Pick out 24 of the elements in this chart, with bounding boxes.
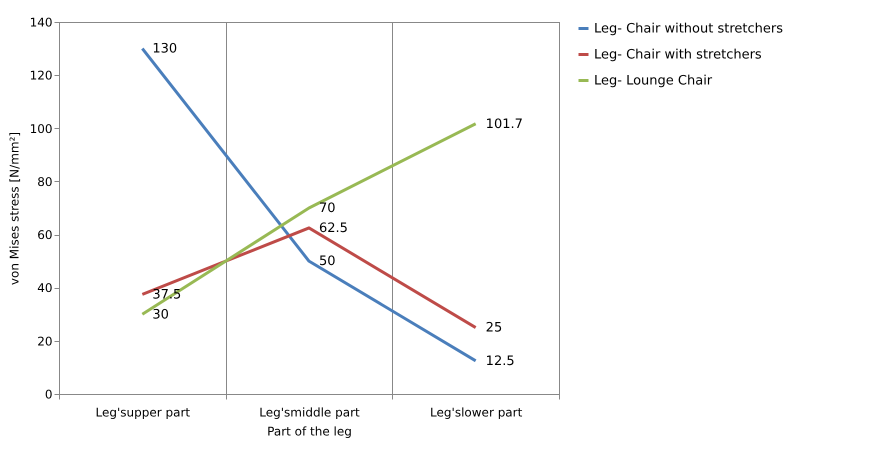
- data-label: 50: [319, 254, 336, 270]
- y-axis-title: von Mises stress [N/mm²]: [8, 132, 22, 286]
- data-label: 12.5: [486, 354, 515, 369]
- legend-label: Leg- Lounge Chair: [594, 74, 713, 88]
- y-tick-label: 120: [30, 68, 52, 83]
- y-tick-label: 0: [44, 388, 52, 402]
- data-label: 62.5: [319, 220, 348, 236]
- data-label: 101.7: [486, 116, 523, 132]
- x-axis-title: Part of the leg: [267, 424, 352, 438]
- legend-label: Leg- Chair with stretchers: [594, 48, 762, 62]
- y-tick-label: 80: [37, 174, 52, 189]
- x-tick-label: Leg'smiddle part: [259, 406, 360, 420]
- x-tick-label: Leg'slower part: [430, 406, 523, 420]
- y-tick-label: 100: [30, 122, 52, 136]
- y-tick-label: 140: [30, 16, 52, 30]
- y-tick-label: 40: [37, 281, 52, 296]
- x-tick-label: Leg'supper part: [96, 406, 190, 420]
- data-label: 70: [319, 201, 336, 216]
- data-label: 30: [152, 307, 169, 322]
- legend-label: Leg- Chair without stretchers: [594, 22, 784, 36]
- data-label: 25: [486, 320, 502, 336]
- data-label: 130: [152, 42, 178, 57]
- y-tick-label: 20: [37, 334, 52, 348]
- y-tick-label: 60: [37, 228, 52, 242]
